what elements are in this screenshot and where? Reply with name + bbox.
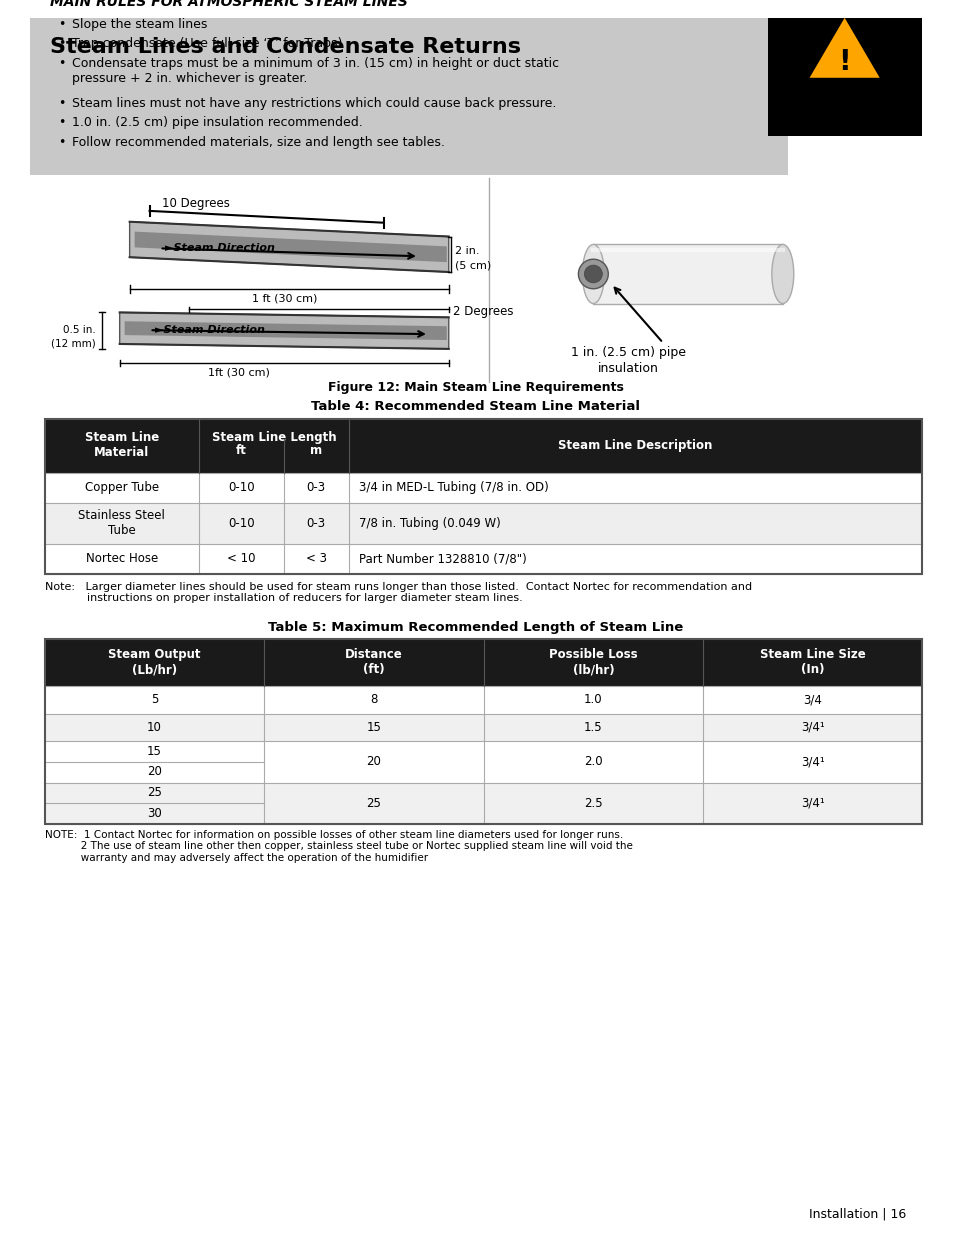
Text: 1.0 in. (2.5 cm) pipe insulation recommended.: 1.0 in. (2.5 cm) pipe insulation recomme… [71, 116, 362, 130]
FancyBboxPatch shape [45, 741, 922, 783]
Text: m: m [310, 443, 322, 457]
Text: !: ! [838, 48, 850, 77]
Polygon shape [593, 245, 782, 304]
Text: insulation: insulation [598, 362, 658, 374]
Text: 15: 15 [366, 721, 381, 734]
Text: MAIN RULES FOR ATMOSPHERIC STEAM LINES: MAIN RULES FOR ATMOSPHERIC STEAM LINES [50, 0, 407, 9]
Text: ►Steam Direction: ►Steam Direction [164, 243, 274, 253]
Text: 1.0: 1.0 [583, 693, 602, 706]
Text: 2.0: 2.0 [583, 756, 602, 768]
Ellipse shape [581, 245, 603, 304]
Text: (5 cm): (5 cm) [455, 261, 491, 270]
Text: < 10: < 10 [227, 552, 255, 566]
Text: ►Steam Direction: ►Steam Direction [154, 325, 264, 335]
Text: •: • [58, 17, 65, 31]
Text: 1 ft (30 cm): 1 ft (30 cm) [252, 294, 316, 304]
Text: Distance
(ft): Distance (ft) [345, 648, 402, 677]
Text: •: • [58, 57, 65, 70]
Text: Copper Tube: Copper Tube [85, 482, 158, 494]
Text: 20: 20 [366, 756, 381, 768]
Text: 1ft (30 cm): 1ft (30 cm) [208, 368, 270, 378]
Text: 0-10: 0-10 [228, 517, 254, 530]
Circle shape [578, 259, 608, 289]
Text: 2.5: 2.5 [583, 797, 602, 810]
Text: Table 4: Recommended Steam Line Material: Table 4: Recommended Steam Line Material [311, 400, 639, 414]
FancyBboxPatch shape [45, 638, 922, 685]
Text: •: • [58, 37, 65, 51]
Text: 10 Degrees: 10 Degrees [161, 198, 229, 210]
Text: 0-10: 0-10 [228, 482, 254, 494]
Text: 25: 25 [147, 785, 162, 799]
Polygon shape [119, 312, 448, 350]
Text: 2 in.: 2 in. [455, 247, 478, 257]
Circle shape [584, 266, 601, 283]
Polygon shape [134, 232, 446, 262]
Text: Nortec Hose: Nortec Hose [86, 552, 157, 566]
Text: 3/4¹: 3/4¹ [800, 756, 823, 768]
Text: NOTE:  1 Contact Nortec for information on possible losses of other steam line d: NOTE: 1 Contact Nortec for information o… [45, 830, 632, 863]
Text: Steam Lines and Condensate Returns: Steam Lines and Condensate Returns [50, 37, 520, 57]
FancyBboxPatch shape [45, 783, 922, 824]
Polygon shape [130, 222, 448, 272]
Bar [45, 638, 922, 824]
Text: •: • [58, 116, 65, 130]
Text: 2 Degrees: 2 Degrees [453, 305, 513, 317]
Text: 0.5 in.: 0.5 in. [63, 325, 95, 335]
Text: Steam Output
(Lb/hr): Steam Output (Lb/hr) [109, 648, 201, 677]
Text: 25: 25 [366, 797, 381, 810]
Text: Slope the steam lines: Slope the steam lines [71, 17, 207, 31]
Text: 3/4 in MED-L Tubing (7/8 in. OD): 3/4 in MED-L Tubing (7/8 in. OD) [358, 482, 548, 494]
FancyBboxPatch shape [45, 714, 922, 741]
Text: 30: 30 [147, 806, 162, 820]
FancyBboxPatch shape [45, 545, 922, 573]
FancyBboxPatch shape [45, 685, 922, 714]
Text: 8: 8 [370, 693, 377, 706]
Text: •: • [58, 136, 65, 149]
Text: 10: 10 [147, 721, 162, 734]
Text: Condensate traps must be a minimum of 3 in. (15 cm) in height or duct static
pre: Condensate traps must be a minimum of 3 … [71, 57, 558, 85]
Text: 3/4¹: 3/4¹ [800, 797, 823, 810]
Text: ft: ft [235, 443, 247, 457]
Text: Table 5: Maximum Recommended Length of Steam Line: Table 5: Maximum Recommended Length of S… [268, 621, 682, 634]
Text: Steam Line Length: Steam Line Length [212, 431, 336, 443]
FancyBboxPatch shape [45, 503, 922, 545]
Text: 7/8 in. Tubing (0.049 W): 7/8 in. Tubing (0.049 W) [358, 517, 500, 530]
Bar [45, 419, 922, 573]
Text: •: • [58, 96, 65, 110]
Text: Stainless Steel
Tube: Stainless Steel Tube [78, 509, 165, 537]
Text: 1.5: 1.5 [583, 721, 602, 734]
Text: Figure 12: Main Steam Line Requirements: Figure 12: Main Steam Line Requirements [328, 382, 623, 394]
Text: Steam Line
Material: Steam Line Material [85, 431, 158, 459]
Text: 5: 5 [151, 693, 158, 706]
Text: Steam lines must not have any restrictions which could cause back pressure.: Steam lines must not have any restrictio… [71, 96, 556, 110]
Text: 0-3: 0-3 [306, 482, 325, 494]
Text: 20: 20 [147, 766, 162, 778]
Text: < 3: < 3 [305, 552, 326, 566]
FancyBboxPatch shape [767, 0, 922, 136]
Polygon shape [125, 321, 446, 340]
Text: 1 in. (2.5 cm) pipe: 1 in. (2.5 cm) pipe [570, 346, 685, 359]
Text: 0-3: 0-3 [306, 517, 325, 530]
Text: 15: 15 [147, 745, 162, 757]
Text: Installation | 16: Installation | 16 [808, 1208, 905, 1220]
FancyBboxPatch shape [45, 473, 922, 503]
Text: (12 mm): (12 mm) [51, 338, 95, 348]
Ellipse shape [771, 245, 793, 304]
FancyBboxPatch shape [45, 419, 922, 473]
Text: 3/4¹: 3/4¹ [800, 721, 823, 734]
Text: Steam Line Description: Steam Line Description [558, 438, 712, 452]
Polygon shape [807, 16, 881, 79]
Text: Part Number 1328810 (7/8"): Part Number 1328810 (7/8") [358, 552, 526, 566]
FancyBboxPatch shape [30, 0, 787, 175]
Text: Follow recommended materials, size and length see tables.: Follow recommended materials, size and l… [71, 136, 444, 149]
Text: Steam Line Size
(In): Steam Line Size (In) [760, 648, 864, 677]
Text: Possible Loss
(lb/hr): Possible Loss (lb/hr) [549, 648, 637, 677]
Text: 3/4: 3/4 [802, 693, 821, 706]
Text: Note:   Larger diameter lines should be used for steam runs longer than those li: Note: Larger diameter lines should be us… [45, 582, 751, 603]
Text: Trap condensate (Use full size ‘T’ for Traps): Trap condensate (Use full size ‘T’ for T… [71, 37, 342, 51]
